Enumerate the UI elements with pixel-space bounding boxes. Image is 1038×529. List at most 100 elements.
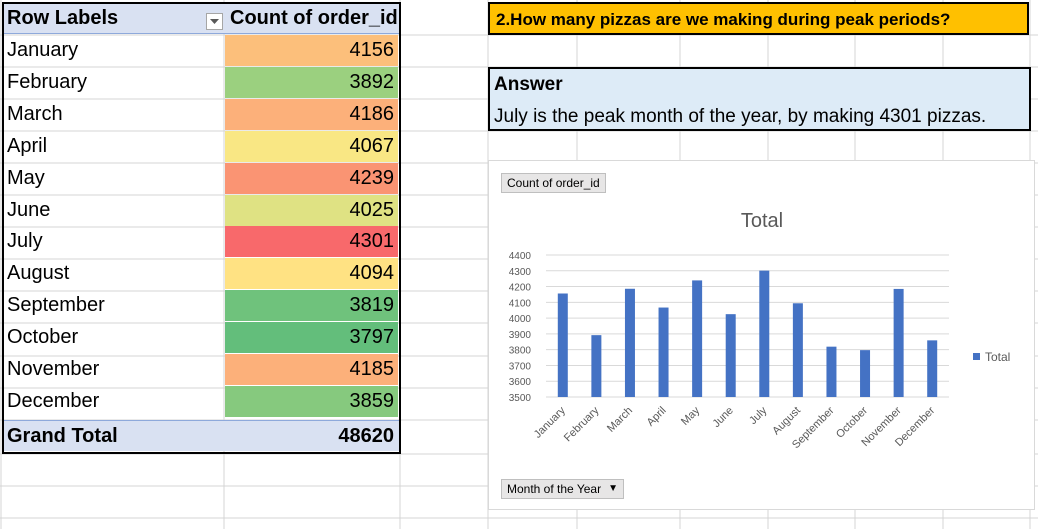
pivot-row-value-cell[interactable]: 3892 [225,66,398,98]
pivot-row-label: September [7,294,105,317]
pivot-row-value-cell[interactable]: 3819 [225,290,398,322]
pivot-row[interactable]: February 3892 [3,66,399,98]
pivot-row-label: February [7,70,88,93]
pivot-row-value-cell[interactable]: 4025 [225,194,398,226]
pivot-header-row: Row Labels Count of order_id [3,3,399,34]
x-tick-label: May [679,404,703,428]
chart-title: Total [741,210,783,232]
x-tick-label: July [747,404,770,427]
pivot-row-value-cell[interactable]: 4301 [225,226,398,258]
y-tick-label: 3500 [509,393,532,404]
pivot-chart[interactable]: Total 3500 3600 3700 3800 3900 4000 4100 4200 430… [488,160,1035,510]
y-tick-label: 4100 [509,298,532,309]
pivot-row[interactable]: April 4067 [3,130,399,162]
pivot-row-label: May [7,166,45,189]
pivot-row-label: August [7,262,70,285]
pivot-row-value-cell[interactable]: 4156 [225,35,398,66]
pivot-row-value-cell[interactable]: 4067 [225,130,398,162]
value-header-label: Count of order_id [230,7,398,29]
pivot-row[interactable]: August 4094 [3,258,399,290]
pivot-row-value: 4185 [349,358,395,380]
bar [557,293,568,397]
row-labels-filter-button[interactable] [206,13,223,30]
pivot-row-value: 4067 [349,134,395,157]
pivot-row-value-cell[interactable]: 4186 [225,98,398,130]
pivot-row-value: 4301 [349,230,395,253]
bar [725,314,736,397]
bar [826,346,837,397]
x-tick-label: April [645,405,669,429]
pivot-row[interactable]: October 3797 [3,322,399,354]
dropdown-arrow-icon: ▼ [608,483,619,494]
row-labels-header[interactable]: Row Labels [7,7,119,29]
pivot-row-value-cell[interactable]: 3797 [225,322,398,354]
pivot-row-value: 4156 [349,39,395,61]
y-tick-label: 3900 [509,330,532,341]
legend-swatch [973,353,980,360]
bar [692,280,703,397]
pivot-row[interactable]: December 3859 [3,385,399,417]
y-tick-label: 3800 [509,346,532,357]
bar [658,307,669,397]
pivot-row-label: January [7,39,79,61]
pivot-row-value: 3859 [349,389,395,412]
value-field-button[interactable]: Count of order_id [501,173,606,193]
pivot-row-value-cell[interactable]: 4239 [225,162,398,194]
pivot-row-value: 4186 [349,102,395,125]
grand-total-value-cell[interactable]: 48620 [225,421,398,452]
pivot-row[interactable]: March 4186 [3,98,399,130]
grand-total-label: Grand Total [7,425,118,447]
question-cell[interactable]: 2.How many pizzas are we making during p… [488,2,1029,35]
y-tick-label: 4400 [509,251,532,262]
x-tick-label: February [562,404,602,444]
pivot-row-label: November [7,358,100,380]
pivot-row[interactable]: June 4025 [3,194,399,226]
answer-title: Answer [494,74,563,95]
answer-cell[interactable]: Answer July is the peak month of the yea… [488,67,1031,131]
value-header-cell[interactable]: Count of order_id [225,3,398,34]
x-tick-label: June [710,405,735,430]
pivot-row-label: April [7,134,48,157]
pivot-row-value: 4094 [349,262,395,285]
pivot-row-value-cell[interactable]: 3859 [225,385,398,417]
pivot-row-value: 3819 [349,294,395,317]
grand-total-value: 48620 [338,425,394,447]
pivot-row-value-cell[interactable]: 4185 [225,354,398,385]
pivot-row[interactable]: September 3819 [3,290,399,322]
grand-total-row[interactable]: Grand Total 48620 [3,420,399,451]
pivot-row[interactable]: May 4239 [3,162,399,194]
question-text: 2.How many pizzas are we making during p… [496,10,951,29]
y-tick-label: 3600 [509,377,532,388]
pivot-row-label: December [7,389,100,412]
pivot-row[interactable]: July 4301 [3,226,399,258]
bar [624,288,635,397]
pivot-row-value: 3797 [349,326,395,349]
pivot-row-value: 4239 [349,166,395,189]
pivot-row-value: 3892 [349,70,395,93]
bar [927,340,938,397]
pivot-row[interactable]: November 4185 [3,354,399,385]
chevron-down-icon [210,19,219,24]
answer-text: July is the peak month of the year, by m… [494,106,987,127]
bar [759,270,770,397]
pivot-row[interactable]: January 4156 [3,35,399,66]
x-tick-label: March [605,405,635,435]
y-tick-label: 4200 [509,283,532,294]
bar [893,288,904,397]
bar [860,350,871,397]
axis-field-button[interactable]: Month of the Year ▼ [501,479,625,499]
legend-label: Total [985,350,1010,364]
y-tick-label: 4300 [509,267,532,278]
chart-plot: Total 3500 3600 3700 3800 3900 4000 4100 4200 430… [509,210,1011,451]
axis-field-label: Month of the Year [507,482,602,496]
bar [591,335,602,397]
y-tick-label: 4000 [509,314,532,325]
pivot-row-label: June [7,198,51,221]
y-tick-label: 3700 [509,361,532,372]
pivot-row-label: October [7,326,79,349]
pivot-row-value-cell[interactable]: 4094 [225,258,398,290]
pivot-row-label: March [7,102,63,125]
bar [792,303,803,397]
x-tick-label: August [770,405,803,438]
pivot-row-value: 4025 [349,198,395,221]
